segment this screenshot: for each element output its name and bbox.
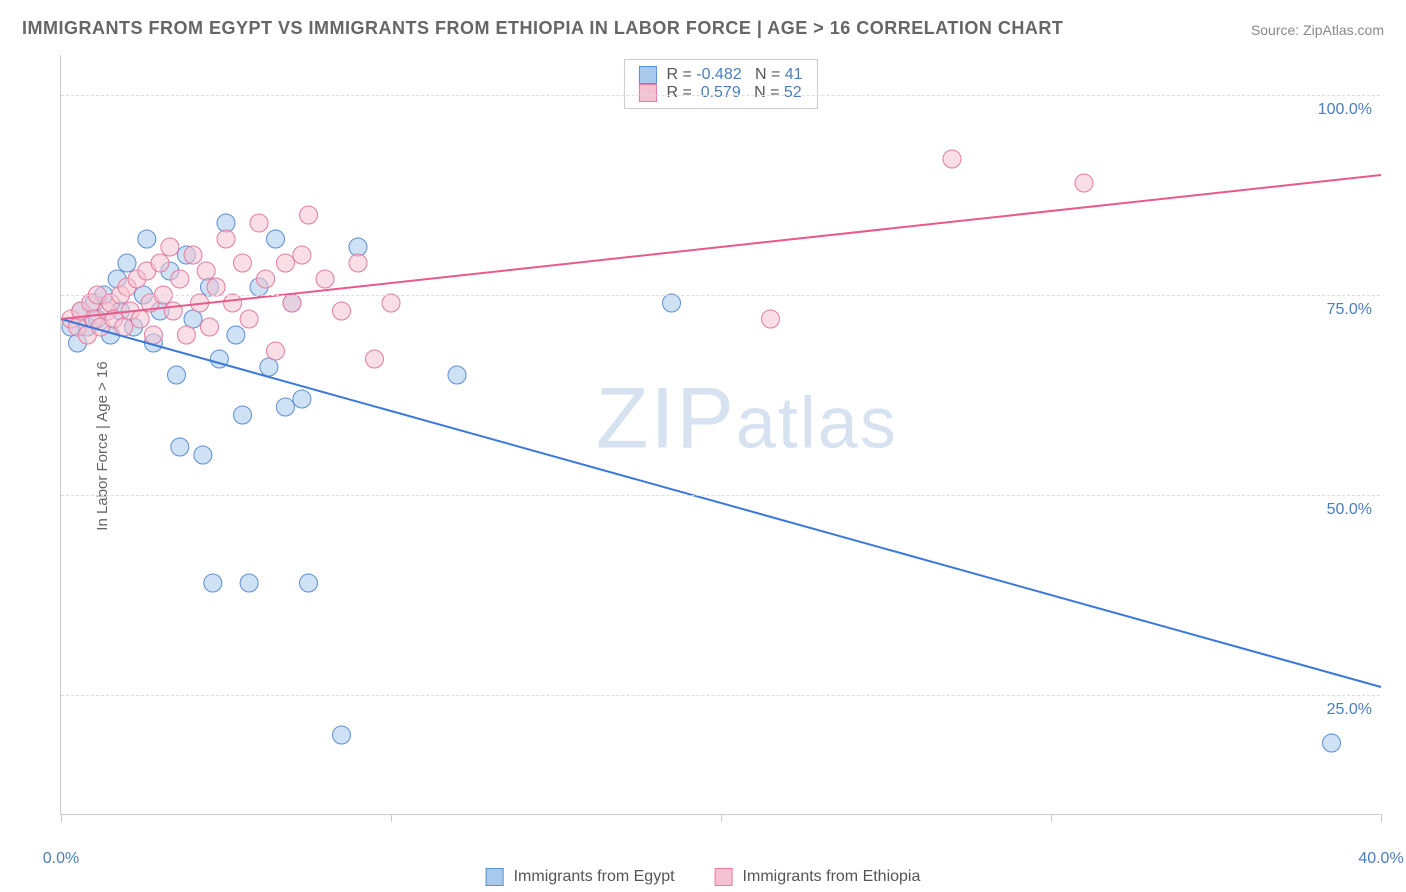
data-point — [217, 214, 235, 232]
data-point — [240, 310, 258, 328]
series-legend: Immigrants from Egypt Immigrants from Eth… — [486, 868, 921, 886]
y-tick-label: 75.0% — [1327, 301, 1372, 319]
chart-svg — [61, 55, 1380, 814]
data-point — [293, 390, 311, 408]
x-tick-mark — [1381, 814, 1382, 822]
data-point — [333, 726, 351, 744]
data-point — [663, 294, 681, 312]
data-point — [260, 358, 278, 376]
legend-swatch — [715, 868, 733, 886]
legend-item: Immigrants from Egypt — [486, 868, 675, 886]
data-point — [762, 310, 780, 328]
data-point — [349, 254, 367, 272]
data-point — [171, 438, 189, 456]
source-attribution: Source: ZipAtlas.com — [1251, 22, 1384, 38]
data-point — [161, 238, 179, 256]
data-point — [144, 326, 162, 344]
data-point — [382, 294, 400, 312]
data-point — [1323, 734, 1341, 752]
data-point — [201, 318, 219, 336]
data-point — [943, 150, 961, 168]
x-tick-label: 0.0% — [43, 850, 79, 868]
data-point — [197, 262, 215, 280]
data-point — [168, 366, 186, 384]
legend-label: Immigrants from Egypt — [514, 868, 675, 886]
data-point — [276, 254, 294, 272]
data-point — [267, 342, 285, 360]
data-point — [300, 206, 318, 224]
data-point — [349, 238, 367, 256]
data-point — [267, 230, 285, 248]
data-point — [184, 310, 202, 328]
legend-swatch — [486, 868, 504, 886]
data-point — [276, 398, 294, 416]
correlation-legend: R = -0.482 N = 41R = 0.579 N = 52 — [623, 59, 817, 109]
grid-line — [61, 95, 1380, 96]
regression-line — [61, 319, 1381, 687]
legend-swatch — [638, 84, 656, 102]
data-point — [316, 270, 334, 288]
grid-line — [61, 695, 1380, 696]
data-point — [115, 318, 133, 336]
data-point — [138, 230, 156, 248]
x-tick-mark — [1051, 814, 1052, 822]
data-point — [240, 574, 258, 592]
data-point — [177, 326, 195, 344]
legend-swatch — [638, 66, 656, 84]
correlation-row: R = -0.482 N = 41 — [638, 66, 802, 84]
data-point — [448, 366, 466, 384]
data-point — [366, 350, 384, 368]
data-point — [234, 254, 252, 272]
chart-title: IMMIGRANTS FROM EGYPT VS IMMIGRANTS FROM… — [22, 18, 1063, 39]
x-tick-mark — [61, 814, 62, 822]
correlation-text: R = -0.482 N = 41 — [666, 66, 802, 84]
regression-line — [61, 175, 1381, 319]
data-point — [131, 310, 149, 328]
y-tick-label: 50.0% — [1327, 501, 1372, 519]
data-point — [194, 446, 212, 464]
data-point — [164, 302, 182, 320]
data-point — [171, 270, 189, 288]
data-point — [227, 326, 245, 344]
data-point — [217, 230, 235, 248]
data-point — [257, 270, 275, 288]
data-point — [283, 294, 301, 312]
data-point — [1075, 174, 1093, 192]
y-tick-label: 25.0% — [1327, 701, 1372, 719]
data-point — [293, 246, 311, 264]
data-point — [224, 294, 242, 312]
correlation-row: R = 0.579 N = 52 — [638, 84, 802, 102]
data-point — [151, 254, 169, 272]
data-point — [333, 302, 351, 320]
legend-item: Immigrants from Ethiopia — [715, 868, 921, 886]
data-point — [250, 214, 268, 232]
y-tick-label: 100.0% — [1318, 101, 1372, 119]
data-point — [207, 278, 225, 296]
legend-label: Immigrants from Ethiopia — [743, 868, 921, 886]
data-point — [300, 574, 318, 592]
data-point — [118, 254, 136, 272]
x-tick-mark — [391, 814, 392, 822]
x-tick-mark — [721, 814, 722, 822]
x-tick-label: 40.0% — [1358, 850, 1403, 868]
data-point — [234, 406, 252, 424]
data-point — [204, 574, 222, 592]
plot-area: ZIPatlas R = -0.482 N = 41R = 0.579 N = … — [60, 55, 1380, 815]
correlation-text: R = 0.579 N = 52 — [666, 84, 801, 102]
data-point — [184, 246, 202, 264]
grid-line — [61, 295, 1380, 296]
grid-line — [61, 495, 1380, 496]
